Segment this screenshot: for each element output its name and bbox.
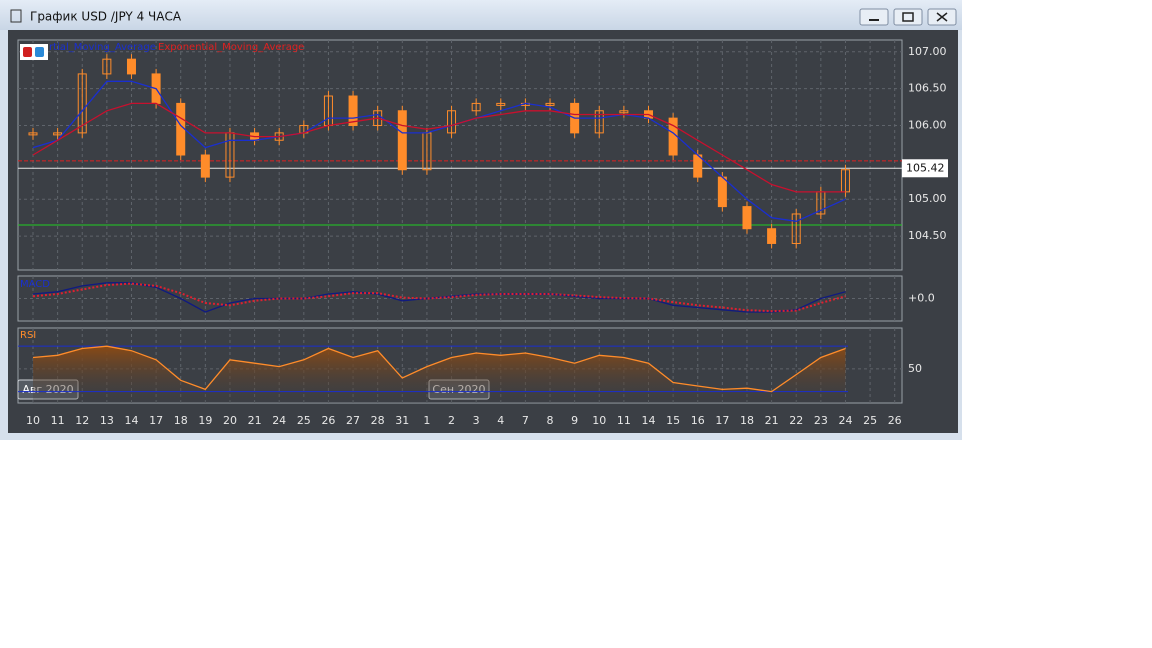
window-icon <box>10 9 22 23</box>
window-title: График USD /JPY 4 ЧАСА <box>30 10 182 24</box>
candle <box>28 132 38 136</box>
x-tick-label: 25 <box>863 414 877 427</box>
price-panel <box>17 39 903 271</box>
macd-line <box>32 282 846 313</box>
x-tick-label: 26 <box>321 414 335 427</box>
y-tick-label: 107.00 <box>908 45 947 58</box>
candle <box>102 58 112 75</box>
x-tick-label: 21 <box>248 414 262 427</box>
rsi-label: RSI <box>20 330 36 341</box>
maximize-button[interactable] <box>893 8 923 26</box>
candle <box>767 228 777 244</box>
x-tick-label: 8 <box>547 414 554 427</box>
x-tick-label: 23 <box>814 414 828 427</box>
y-tick-label: 50 <box>908 362 922 375</box>
candle <box>126 58 136 75</box>
x-tick-label: 20 <box>223 414 237 427</box>
x-tick-label: 15 <box>666 414 680 427</box>
candle <box>545 102 555 106</box>
x-tick-label: 18 <box>740 414 754 427</box>
y-tick-label: 105.00 <box>908 192 947 205</box>
x-tick-label: 1 <box>423 414 430 427</box>
x-tick-label: 17 <box>149 414 163 427</box>
y-tick-label: +0.0 <box>908 292 935 305</box>
candle <box>77 73 87 134</box>
rsi-line <box>32 345 846 393</box>
candle <box>348 95 358 127</box>
x-tick-label: 9 <box>571 414 578 427</box>
price-label: 105.42 <box>906 161 945 174</box>
moving-average <box>32 80 846 222</box>
candle <box>619 110 629 114</box>
x-tick-label: 25 <box>297 414 311 427</box>
candle <box>176 102 186 156</box>
rsi-area <box>33 346 846 403</box>
x-tick-label: 24 <box>838 414 852 427</box>
macd-label: MACD <box>20 279 50 290</box>
candle <box>496 102 506 106</box>
legend-ema: Exponential_Moving_Average <box>158 42 304 53</box>
x-tick-label: 10 <box>26 414 40 427</box>
x-tick-label: 28 <box>371 414 385 427</box>
candle <box>200 154 210 178</box>
chart-window: График USD /JPY 4 ЧАСА 10 11 12 13 14 17 18 19 2… <box>0 0 962 440</box>
x-tick-label: 22 <box>789 414 803 427</box>
x-tick-label: 11 <box>617 414 631 427</box>
minimize-button[interactable] <box>859 8 889 26</box>
x-tick-label: 26 <box>888 414 902 427</box>
x-tick-label: 10 <box>592 414 606 427</box>
price-badge <box>902 159 948 178</box>
x-tick-label: 24 <box>272 414 286 427</box>
candle <box>717 176 727 208</box>
x-tick-label: 3 <box>473 414 480 427</box>
macd-line <box>32 282 846 313</box>
y-tick-label: 106.50 <box>908 82 947 95</box>
x-tick-label: 19 <box>198 414 212 427</box>
x-tick-label: 21 <box>765 414 779 427</box>
x-tick-label: 13 <box>100 414 114 427</box>
candle <box>53 132 63 136</box>
candle <box>594 110 604 134</box>
legend-sma: rtial_Moving_Average <box>49 42 156 53</box>
x-tick-label: 12 <box>75 414 89 427</box>
x-tick-label: 4 <box>497 414 504 427</box>
moving-average <box>32 102 846 193</box>
x-tick-label: 16 <box>691 414 705 427</box>
x-tick-label: 18 <box>174 414 188 427</box>
x-tick-label: 7 <box>522 414 529 427</box>
y-tick-label: 104.50 <box>908 229 947 242</box>
x-tick-label: 2 <box>448 414 455 427</box>
x-tick-label: 31 <box>395 414 409 427</box>
x-tick-label: 17 <box>715 414 729 427</box>
x-tick-label: 27 <box>346 414 360 427</box>
x-tick-label: 11 <box>51 414 65 427</box>
x-tick-label: 14 <box>124 414 138 427</box>
candle <box>471 102 481 112</box>
y-tick-label: 106.00 <box>908 119 947 132</box>
x-tick-label: 14 <box>642 414 656 427</box>
title-bar <box>0 0 962 30</box>
candle <box>742 206 752 230</box>
candle <box>397 110 407 171</box>
candle <box>447 110 457 134</box>
candle <box>791 213 801 244</box>
